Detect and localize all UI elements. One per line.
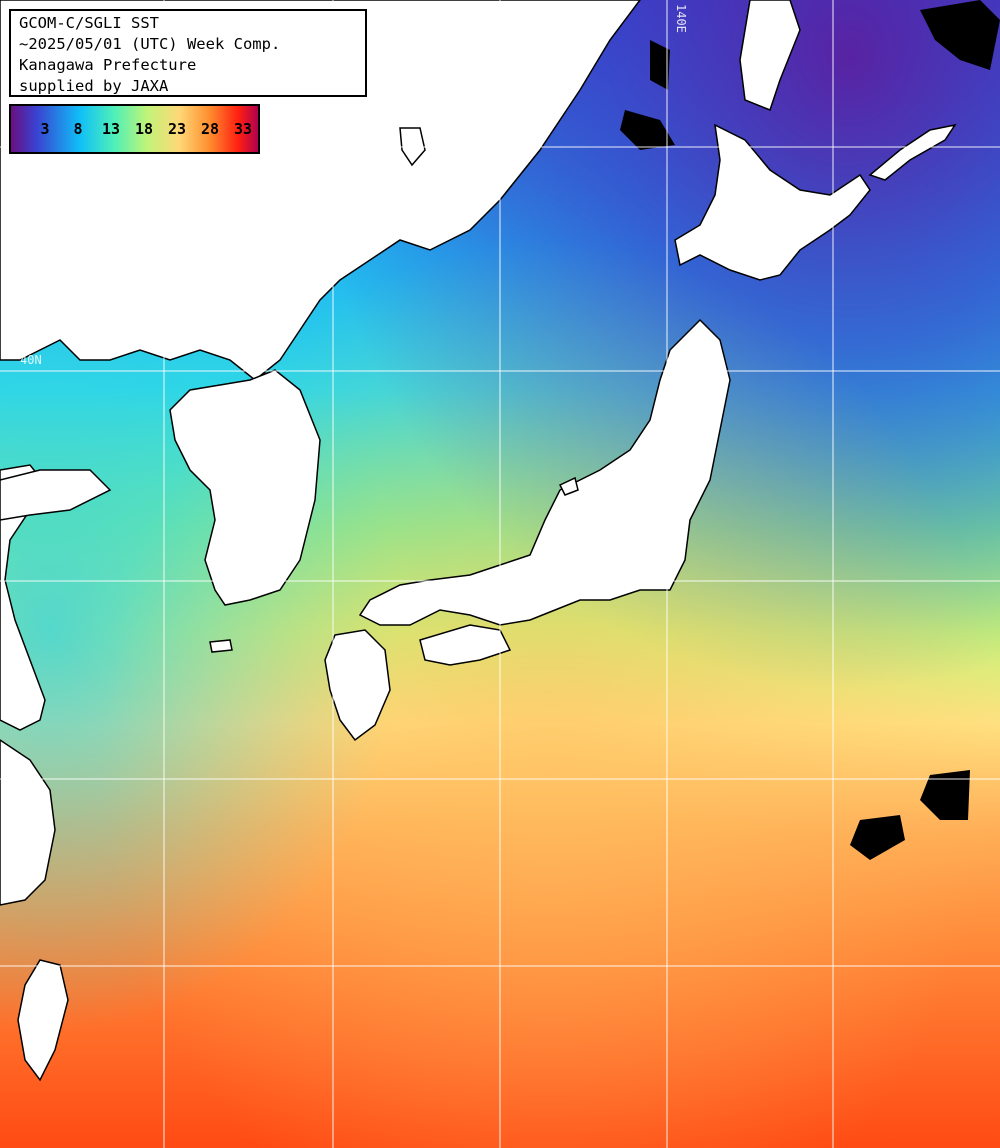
supplier: supplied by JAXA bbox=[19, 77, 169, 95]
composite-date: ~2025/05/01 (UTC) Week Comp. bbox=[19, 35, 281, 53]
info-box: GCOM-C/SGLI SST ~2025/05/01 (UTC) Week C… bbox=[9, 9, 367, 97]
color-scale-bar: 3 8 13 18 23 28 33 bbox=[9, 104, 260, 154]
land-shandong bbox=[0, 469, 112, 521]
land-korea bbox=[169, 369, 321, 606]
color-scale-tick: 13 bbox=[101, 120, 121, 138]
color-scale-tick: 28 bbox=[200, 120, 220, 138]
prefecture: Kanagawa Prefecture bbox=[19, 56, 197, 74]
land-jeju bbox=[209, 639, 233, 653]
land bbox=[0, 0, 957, 1082]
land-kyushu bbox=[324, 629, 391, 742]
lat-label-40n: 40N bbox=[20, 353, 42, 367]
product-name: GCOM-C/SGLI SST bbox=[19, 14, 159, 32]
land-sakhalin bbox=[739, 0, 801, 111]
land-sado bbox=[558, 476, 579, 496]
color-scale-labels: 3 8 13 18 23 28 33 bbox=[11, 106, 258, 152]
cloud-mask bbox=[620, 0, 1000, 860]
color-scale-gradient bbox=[11, 106, 258, 152]
color-scale-tick: 18 bbox=[134, 120, 154, 138]
color-scale-tick: 23 bbox=[167, 120, 187, 138]
land-china-south bbox=[0, 739, 56, 906]
land-taiwan bbox=[17, 959, 69, 1082]
color-scale-tick: 3 bbox=[40, 120, 50, 138]
land-hokkaido bbox=[674, 123, 871, 281]
land-shikoku bbox=[419, 624, 512, 666]
color-scale-tick: 8 bbox=[73, 120, 83, 138]
color-scale-tick: 33 bbox=[233, 120, 253, 138]
land-honshu bbox=[358, 318, 731, 626]
lon-label-140e: 140E bbox=[674, 4, 688, 33]
